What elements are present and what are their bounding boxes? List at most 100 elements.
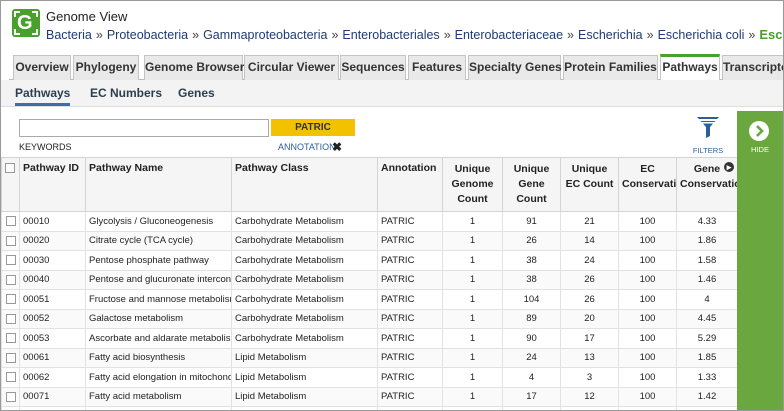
row-checkbox[interactable]: [5, 294, 16, 305]
table-row[interactable]: 00071 Fatty acid metabolism Lipid Metaboli…: [1, 386, 737, 407]
table-row[interactable]: 00072Synthesis and degradation of ketone…: [1, 406, 737, 410]
table-cell: 1.85: [676, 347, 737, 368]
row-select-cell[interactable]: [1, 308, 20, 329]
table-cell: 100: [618, 367, 677, 388]
table-cell: 00052: [19, 308, 86, 329]
row-select-cell[interactable]: [1, 250, 20, 271]
table-row[interactable]: 00051 Fructose and mannose metabolism Carb…: [1, 289, 737, 310]
table-cell: 1.86: [676, 230, 737, 251]
table-row[interactable]: 00053 Ascorbate and aldarate metabolism Ca…: [1, 328, 737, 349]
row-checkbox[interactable]: [5, 255, 16, 266]
tab-overview[interactable]: Overview: [13, 55, 71, 80]
column-header-unique-genome-count[interactable]: Unique Genome Count: [442, 157, 503, 212]
table-cell: Fatty acid biosynthesis: [85, 347, 232, 368]
filters-button[interactable]: FILTERS: [683, 115, 733, 155]
row-checkbox[interactable]: [5, 313, 16, 324]
table-cell: 90: [502, 328, 561, 349]
table-cell: 3: [560, 367, 619, 388]
table-cell: 100: [618, 211, 677, 232]
tab-specialty-genes[interactable]: Specialty Genes: [468, 55, 562, 80]
table-cell: PATRIC: [377, 308, 443, 329]
breadcrumb-link[interactable]: Escherichia coli: [657, 28, 745, 42]
breadcrumb-link[interactable]: Gammaproteobacteria: [203, 28, 328, 42]
annotation-filter-label[interactable]: ANNOTATION: [278, 142, 336, 152]
row-select-cell[interactable]: [1, 367, 20, 388]
table-cell: 1.42: [676, 386, 737, 407]
column-header-gene-conservation[interactable]: Gene Conservation▸: [676, 157, 737, 212]
column-header-pathway-name[interactable]: Pathway Name: [85, 157, 232, 212]
filter-bar: KEYWORDS PATRIC ANNOTATION ✖ FILTERS: [9, 111, 737, 157]
row-select-cell[interactable]: [1, 386, 20, 407]
keywords-label: KEYWORDS: [19, 142, 72, 152]
hide-panel[interactable]: HIDE: [737, 111, 783, 410]
tab-genome-browser[interactable]: Genome Browser: [144, 55, 244, 80]
row-checkbox[interactable]: [5, 352, 16, 363]
tab-pathways[interactable]: Pathways: [660, 54, 720, 80]
tab-phylogeny[interactable]: Phylogeny: [73, 55, 139, 80]
table-row[interactable]: 00062 Fatty acid elongation in mitochondr…: [1, 367, 737, 388]
table-row[interactable]: 00052 Galactose metabolism Carbohydrate Me…: [1, 308, 737, 329]
table-cell: 14: [560, 230, 619, 251]
table-cell: 100: [618, 308, 677, 329]
row-select-cell[interactable]: [1, 211, 20, 232]
row-checkbox[interactable]: [5, 216, 16, 227]
column-header-ec-conservation[interactable]: EC Conservation: [618, 157, 677, 212]
tab-circular-viewer[interactable]: Circular Viewer: [244, 55, 339, 80]
table-row[interactable]: 00030 Pentose phosphate pathway Carbohydra…: [1, 250, 737, 271]
tab-transcripton[interactable]: Transcripton: [722, 55, 783, 80]
tab-protein-families[interactable]: Protein Families: [563, 55, 658, 80]
row-select-cell[interactable]: [1, 406, 20, 410]
table-row[interactable]: 00020 Citrate cycle (TCA cycle) Carbohydra…: [1, 230, 737, 251]
table-cell: 1: [442, 386, 503, 407]
table-cell: PATRIC: [377, 211, 443, 232]
table-cell: 100: [618, 230, 677, 251]
subtab-genes[interactable]: Genes: [178, 86, 215, 100]
row-select-cell[interactable]: [1, 328, 20, 349]
table-cell: 21: [560, 211, 619, 232]
breadcrumb-separator: »: [331, 28, 339, 42]
table-cell: 1: [442, 289, 503, 310]
table-row[interactable]: 00061 Fatty acid biosynthesis Lipid Metabo…: [1, 347, 737, 368]
row-checkbox[interactable]: [5, 391, 16, 402]
table-cell: PATRIC: [377, 289, 443, 310]
row-checkbox[interactable]: [5, 235, 16, 246]
row-select-cell[interactable]: [1, 289, 20, 310]
column-header-unique-gene-count[interactable]: Unique Gene Count: [502, 157, 561, 212]
table-row[interactable]: 00010 Glycolysis / Gluconeogenesis Carbohy…: [1, 211, 737, 232]
tab-features[interactable]: Features: [408, 55, 466, 80]
app-title: Genome View: [46, 9, 128, 24]
row-checkbox[interactable]: [5, 333, 16, 344]
select-all-header[interactable]: [1, 157, 20, 212]
select-all-checkbox[interactable]: [5, 163, 15, 174]
subtab-pathways[interactable]: Pathways: [15, 86, 71, 106]
breadcrumb-link[interactable]: Proteobacteria: [106, 28, 189, 42]
table-cell: PATRIC: [377, 367, 443, 388]
breadcrumb-link[interactable]: Enterobacteriales: [342, 28, 440, 42]
table-cell: Lipid Metabolism: [231, 347, 378, 368]
clear-annotation-icon[interactable]: ✖: [332, 140, 343, 154]
column-header-unique-ec-count[interactable]: Unique EC Count: [560, 157, 619, 212]
row-select-cell[interactable]: [1, 269, 20, 290]
column-options-icon[interactable]: ▸: [724, 162, 734, 172]
subtab-ec-numbers[interactable]: EC Numbers: [90, 86, 163, 100]
row-select-cell[interactable]: [1, 347, 20, 368]
row-checkbox[interactable]: [5, 274, 16, 285]
column-header-pathway-class[interactable]: Pathway Class: [231, 157, 378, 212]
row-checkbox[interactable]: [5, 372, 16, 383]
table-cell: Ascorbate and aldarate metabolism: [85, 328, 232, 349]
breadcrumb-link[interactable]: Escherichia: [578, 28, 643, 42]
column-header-pathway-id[interactable]: Pathway ID: [19, 157, 86, 212]
patric-source-button[interactable]: PATRIC: [271, 119, 355, 136]
breadcrumb-link[interactable]: Bacteria: [46, 28, 92, 42]
keyword-search-input[interactable]: [19, 119, 269, 137]
tab-sequences[interactable]: Sequences: [340, 55, 406, 80]
table-cell: Pentose phosphate pathway: [85, 250, 232, 271]
table-cell: 100: [618, 269, 677, 290]
row-select-cell[interactable]: [1, 230, 20, 251]
table-cell: 17: [560, 328, 619, 349]
table-cell: 5.29: [676, 328, 737, 349]
column-header-annotation[interactable]: Annotation: [377, 157, 443, 212]
breadcrumb-link[interactable]: Enterobacteriaceae: [454, 28, 564, 42]
table-cell: 91: [502, 211, 561, 232]
